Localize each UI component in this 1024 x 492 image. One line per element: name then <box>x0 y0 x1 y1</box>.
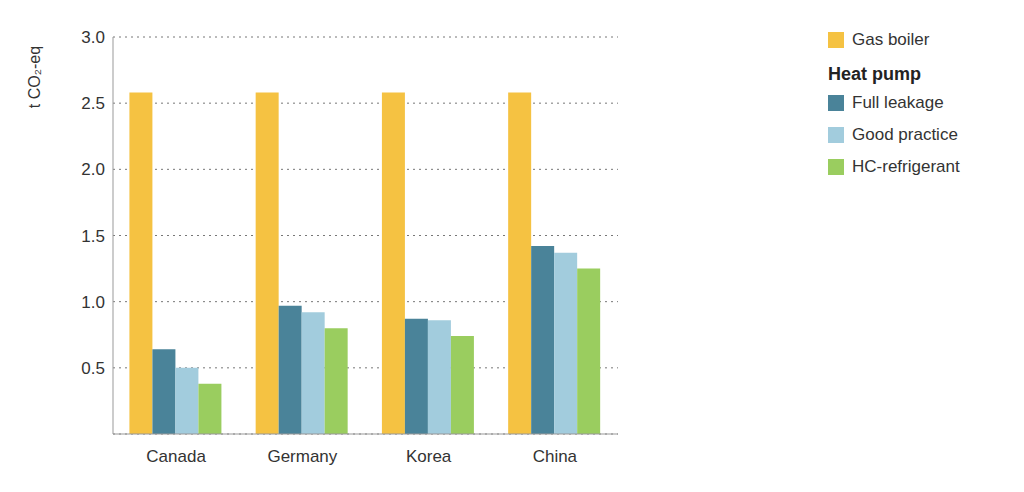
svg-text:Korea: Korea <box>406 447 452 466</box>
svg-text:Canada: Canada <box>146 447 206 466</box>
html-text:Heat pump: Heat pump <box>828 64 921 84</box>
svg-text:China: China <box>533 447 578 466</box>
svg-text:t CO₂-eq: t CO₂-eq <box>26 46 43 108</box>
svg-text:0.5: 0.5 <box>81 359 105 378</box>
svg-text:3.0: 3.0 <box>81 28 105 47</box>
svg-text:1.5: 1.5 <box>81 227 105 246</box>
html-text:HC-refrigerant: HC-refrigerant <box>852 157 960 176</box>
svg-text:2.5: 2.5 <box>81 94 105 113</box>
svg-text:Germany: Germany <box>267 447 337 466</box>
html-text:Gas boiler: Gas boiler <box>852 30 930 49</box>
svg-text:1.0: 1.0 <box>81 293 105 312</box>
html-text:Full leakage: Full leakage <box>852 93 944 112</box>
html-text:Good practice: Good practice <box>852 125 958 144</box>
svg-text:2.0: 2.0 <box>81 160 105 179</box>
